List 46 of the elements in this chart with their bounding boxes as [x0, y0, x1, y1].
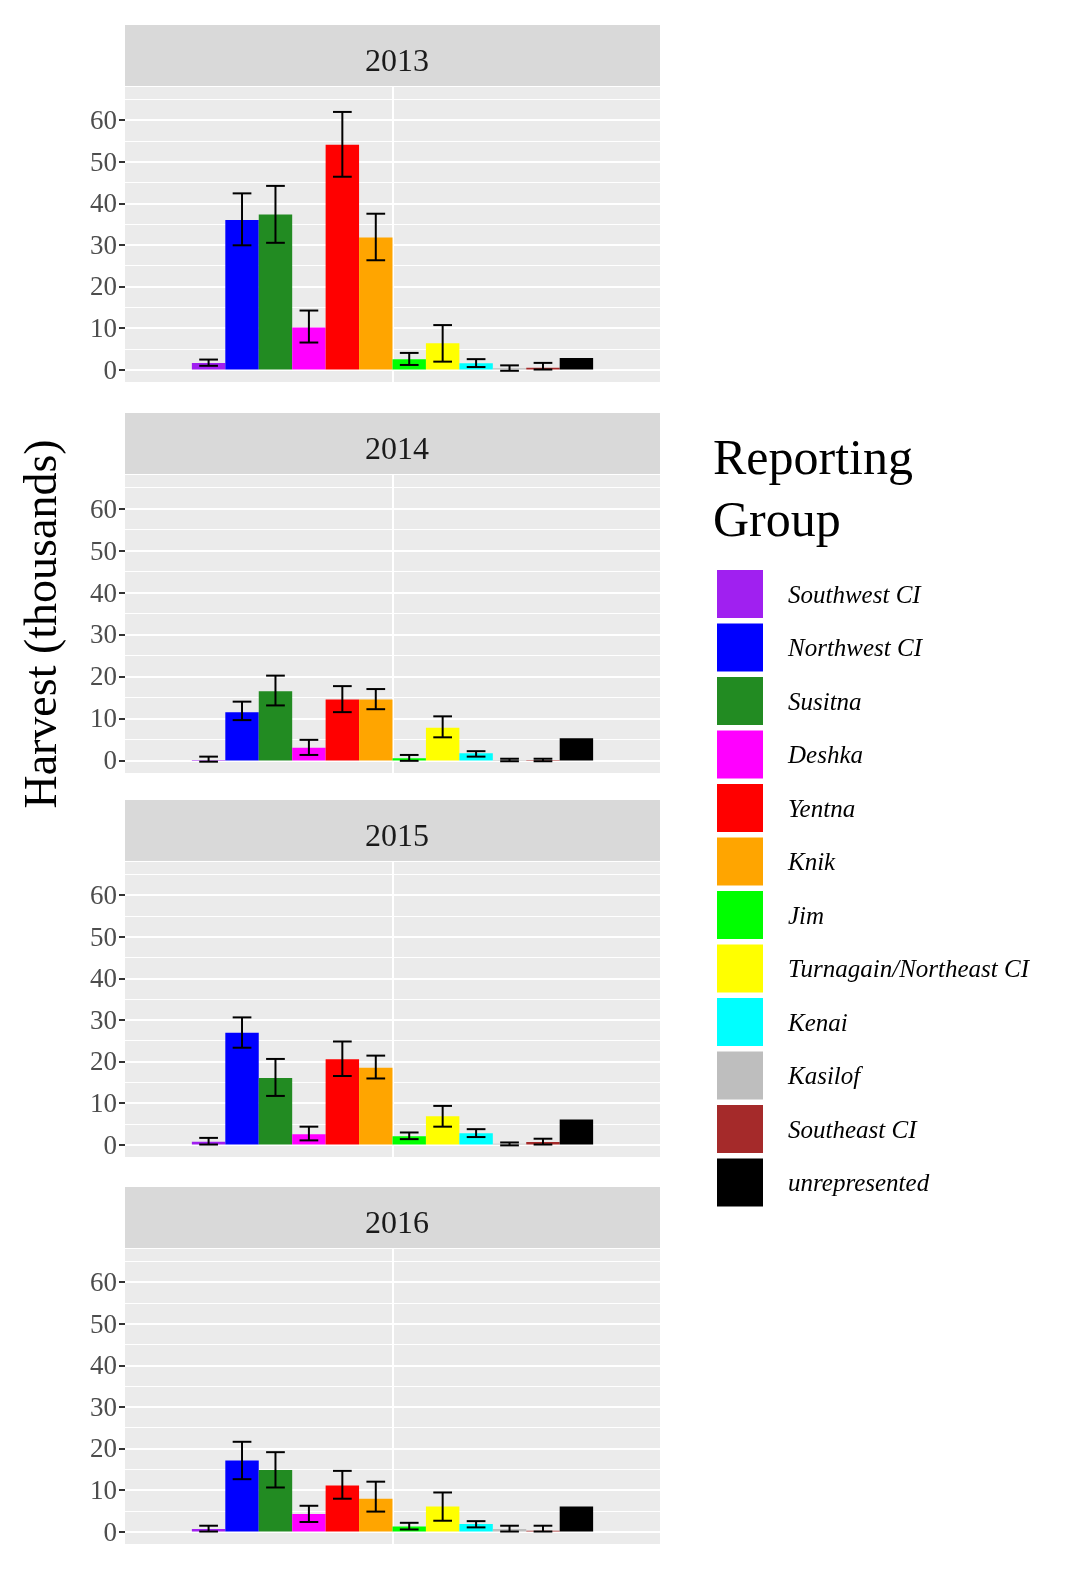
legend-label: Jim: [788, 901, 825, 929]
y-tick-label: 10: [90, 1474, 117, 1505]
legend-label: Yentna: [788, 794, 856, 822]
legend-title: Reporting Group: [713, 429, 926, 547]
legend-label: Kasilof: [787, 1062, 864, 1089]
y-tick-label: 40: [90, 577, 117, 608]
y-tick-label: 20: [90, 1433, 117, 1464]
legend-label: Kenai: [787, 1008, 848, 1036]
y-tick-label: 0: [103, 354, 117, 385]
y-tick-label: 40: [90, 963, 117, 994]
y-tick-label: 40: [90, 188, 117, 219]
y-tick-label: 60: [90, 105, 117, 136]
y-tick-label: 0: [103, 1129, 117, 1160]
y-tick-label: 10: [90, 703, 117, 734]
legend-label: Knik: [787, 848, 837, 875]
legend-label: Northwest CI: [787, 634, 924, 661]
y-tick-label: 50: [90, 146, 117, 177]
chart-title: 2014: [365, 430, 429, 466]
y-axis-title: Harvest (thousands): [14, 439, 66, 809]
chart-title: 2013: [365, 42, 429, 78]
legend-label: Southeast CI: [788, 1115, 919, 1143]
y-tick-label: 10: [90, 1087, 117, 1118]
legend-label: Southwest CI: [788, 580, 923, 608]
y-tick-label: 0: [103, 745, 117, 776]
y-tick-label: 20: [90, 1046, 117, 1077]
legend-label: Deshka: [787, 741, 863, 768]
y-tick-label: 50: [90, 921, 117, 952]
y-tick-label: 30: [90, 619, 117, 650]
chart-title: 2015: [365, 817, 429, 853]
y-tick-label: 50: [90, 535, 117, 566]
y-tick-label: 60: [90, 493, 117, 524]
y-tick-label: 20: [90, 271, 117, 302]
y-tick-label: 60: [90, 880, 117, 911]
legend-label: Susitna: [788, 687, 862, 715]
y-tick-label: 40: [90, 1350, 117, 1381]
y-tick-label: 0: [103, 1516, 117, 1547]
chart-title: 2016: [365, 1204, 429, 1240]
y-tick-label: 30: [90, 229, 117, 260]
y-tick-label: 50: [90, 1308, 117, 1339]
y-tick-label: 30: [90, 1004, 117, 1035]
legend-label: Turnagain/Northeast CI: [788, 955, 1031, 982]
legend-label: unrepresented: [788, 1169, 930, 1196]
y-tick-label: 30: [90, 1391, 117, 1422]
y-tick-label: 20: [90, 661, 117, 692]
y-tick-label: 60: [90, 1267, 117, 1298]
y-tick-label: 10: [90, 312, 117, 343]
